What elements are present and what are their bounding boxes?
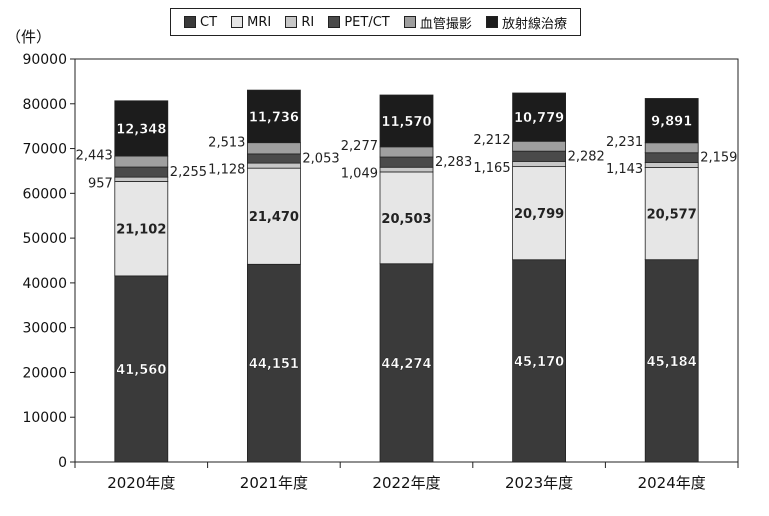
bar-segment [114, 166, 169, 178]
legend-label: 放射線治療 [501, 16, 567, 32]
bar-segment [379, 156, 434, 168]
chart-legend: CT MRI RI PET/CT 血管撮影 放射線治療 [170, 8, 581, 36]
bar-segment [379, 94, 434, 148]
y-tick-label: 70000 [22, 142, 67, 158]
data-label: 2,255 [170, 165, 207, 180]
legend-swatch [231, 16, 244, 28]
y-tick-label: 10000 [22, 410, 67, 426]
data-label: 2,231 [606, 135, 643, 150]
y-tick-label: 0 [58, 455, 67, 471]
data-label: 45,170 [514, 355, 564, 370]
x-category-label: 2020年度 [107, 474, 175, 492]
data-label: 11,570 [381, 115, 431, 130]
bar-segment [644, 152, 699, 163]
bar-segment [512, 150, 566, 162]
bar-segment [644, 162, 699, 168]
bar-segment [114, 176, 169, 182]
x-category-label: 2022年度 [372, 474, 440, 492]
bar-segment [246, 89, 301, 144]
data-label: 1,165 [473, 161, 510, 176]
legend-item: PET/CT [328, 14, 390, 30]
bar-segment [379, 146, 434, 158]
data-label: 21,470 [249, 210, 299, 225]
legend-swatch [485, 16, 498, 28]
data-label: 957 [88, 176, 113, 191]
legend-label: MRI [247, 14, 272, 30]
data-label: 2,443 [76, 149, 113, 164]
legend-swatch [403, 16, 416, 28]
x-category-label: 2023年度 [505, 474, 573, 492]
bar-segment [644, 259, 699, 463]
y-tick-label: 40000 [22, 276, 67, 292]
bar-segment [512, 140, 566, 152]
legend-label: CT [200, 14, 218, 30]
bar-segment [512, 92, 566, 142]
x-category-label: 2021年度 [240, 474, 308, 492]
y-tick-label: 20000 [22, 365, 67, 381]
data-label: 10,779 [514, 111, 564, 126]
bar-segment [114, 100, 169, 157]
bar-segment [114, 181, 169, 277]
data-label: 20,799 [514, 207, 564, 222]
legend-item: MRI [231, 15, 271, 30]
data-label: 2,277 [341, 139, 378, 154]
bar-segment [246, 162, 301, 169]
x-category-label: 2024年度 [638, 474, 706, 492]
bar-segment [379, 166, 434, 173]
data-label: 2,282 [568, 149, 605, 164]
data-label: 2,053 [302, 152, 339, 167]
data-label: 21,102 [116, 223, 166, 238]
bar-segment [246, 142, 301, 155]
data-label: 1,049 [341, 167, 378, 182]
legend-swatch [184, 16, 197, 28]
y-tick-label: 50000 [22, 231, 67, 247]
legend-label: RI [301, 14, 315, 30]
data-label: 12,348 [116, 122, 166, 137]
bar-segment [246, 167, 301, 265]
bar-segment [512, 166, 566, 261]
y-unit-label: （件） [6, 28, 52, 46]
data-label: 44,274 [381, 357, 431, 372]
y-tick-label: 60000 [22, 186, 67, 202]
legend-label: PET/CT [344, 14, 390, 30]
legend-item: 放射線治療 [485, 13, 567, 32]
data-label: 44,151 [249, 357, 299, 372]
bar-segment [644, 167, 699, 261]
y-tick-label: 90000 [22, 52, 67, 68]
data-label: 2,212 [473, 133, 510, 148]
data-label: 41,560 [116, 363, 166, 378]
bar-segment [644, 98, 699, 144]
data-label: 2,159 [700, 151, 737, 166]
data-label: 1,128 [208, 163, 245, 178]
legend-item: RI [285, 15, 314, 30]
data-label: 2,283 [435, 155, 472, 170]
data-label: 45,184 [647, 355, 697, 370]
legend-item: CT [184, 15, 217, 30]
bar-segment [114, 275, 169, 463]
data-label: 11,736 [249, 110, 299, 125]
data-label: 1,143 [606, 162, 643, 177]
bar-segment [644, 142, 699, 154]
bar-segment [379, 171, 434, 265]
legend-label: 血管撮影 [419, 16, 472, 32]
data-label: 20,577 [647, 208, 697, 223]
bar-segment [512, 259, 566, 463]
bar-segment [512, 160, 566, 168]
legend-swatch [328, 16, 341, 28]
bar-segment [246, 153, 301, 164]
legend-swatch [285, 16, 298, 28]
data-label: 9,891 [651, 115, 692, 130]
y-tick-label: 30000 [22, 321, 67, 337]
data-label: 20,503 [381, 212, 431, 227]
data-label: 2,513 [208, 135, 245, 150]
bar-segment [114, 155, 169, 168]
y-tick-label: 80000 [22, 97, 67, 113]
bar-segment [379, 263, 434, 463]
legend-item: 血管撮影 [403, 13, 472, 32]
